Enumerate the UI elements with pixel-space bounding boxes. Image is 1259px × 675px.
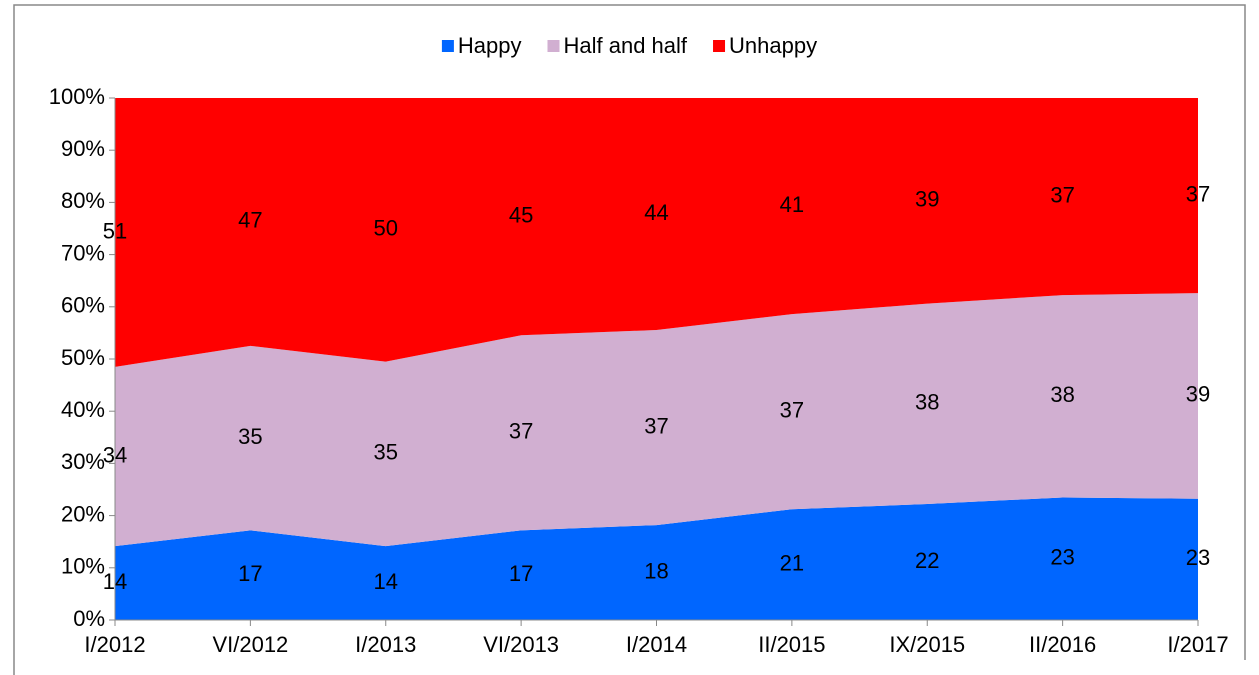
x-tick-label: II/2016	[1029, 632, 1096, 657]
data-label: 45	[509, 202, 533, 227]
data-label: 23	[1050, 545, 1074, 570]
axes: 0% 10% 20% 30% 40% 50% 60% 70% 80% 90% 100% I/2012 V…	[49, 84, 1229, 657]
data-label: 37	[644, 413, 668, 438]
data-label: 35	[374, 440, 398, 465]
data-label: 21	[780, 550, 804, 575]
y-tick-label: 0%	[73, 606, 105, 631]
x-tick-label: VI/2013	[483, 632, 559, 657]
data-label: 39	[915, 187, 939, 212]
data-label: 39	[1186, 382, 1210, 407]
data-label: 44	[644, 200, 668, 225]
legend-swatch	[713, 40, 726, 52]
x-tick-label: II/2015	[758, 632, 825, 657]
area	[115, 293, 1198, 547]
legend: Happy Half and half Unhappy	[441, 33, 817, 58]
y-tick-label: 80%	[61, 188, 105, 213]
areas	[115, 98, 1198, 620]
data-label: 17	[238, 561, 262, 586]
x-tick-label: I/2013	[355, 632, 416, 657]
data-label: 37	[1050, 182, 1074, 207]
data-label: 35	[238, 424, 262, 449]
x-tick-label: I/2012	[84, 632, 145, 657]
data-label: 22	[915, 548, 939, 573]
data-label: 37	[509, 419, 533, 444]
x-tick-label: I/2014	[626, 632, 687, 657]
y-tick-label: 20%	[61, 501, 105, 526]
data-label: 37	[780, 398, 804, 423]
area	[115, 98, 1198, 367]
area	[115, 497, 1198, 620]
x-tick-label: VI/2012	[212, 632, 288, 657]
data-label: 41	[780, 192, 804, 217]
data-label: 38	[1050, 382, 1074, 407]
legend-swatch	[441, 40, 454, 52]
data-label: 23	[1186, 545, 1210, 570]
legend-swatch	[547, 40, 560, 52]
legend-label: Unhappy	[729, 33, 817, 58]
data-label: 51	[103, 218, 127, 243]
y-tick-label: 70%	[61, 240, 105, 265]
data-label: 38	[915, 390, 939, 415]
data-label: 50	[374, 216, 398, 241]
x-tick-label: IX/2015	[889, 632, 965, 657]
y-tick-label: 90%	[61, 136, 105, 161]
data-label: 14	[103, 569, 127, 594]
data-label: 37	[1186, 181, 1210, 206]
chart-frame	[13, 4, 1246, 675]
data-label: 34	[103, 442, 127, 467]
data-labels: 14 17 14 17 18 21 22 23 23 34 35 35 37 37 37 38 38 39 51 47…	[103, 181, 1210, 594]
x-tick-label: I/2017	[1167, 632, 1228, 657]
legend-label: Happy	[458, 33, 522, 58]
data-label: 17	[509, 561, 533, 586]
y-tick-label: 50%	[61, 345, 105, 370]
data-label: 47	[238, 208, 262, 233]
y-tick-label: 30%	[61, 449, 105, 474]
data-label: 18	[644, 558, 668, 583]
y-tick-label: 100%	[49, 84, 105, 109]
legend-label: Half and half	[563, 33, 687, 58]
y-tick-label: 40%	[61, 397, 105, 422]
y-tick-label: 10%	[61, 554, 105, 579]
data-label: 14	[374, 569, 398, 594]
y-tick-label: 60%	[61, 293, 105, 318]
